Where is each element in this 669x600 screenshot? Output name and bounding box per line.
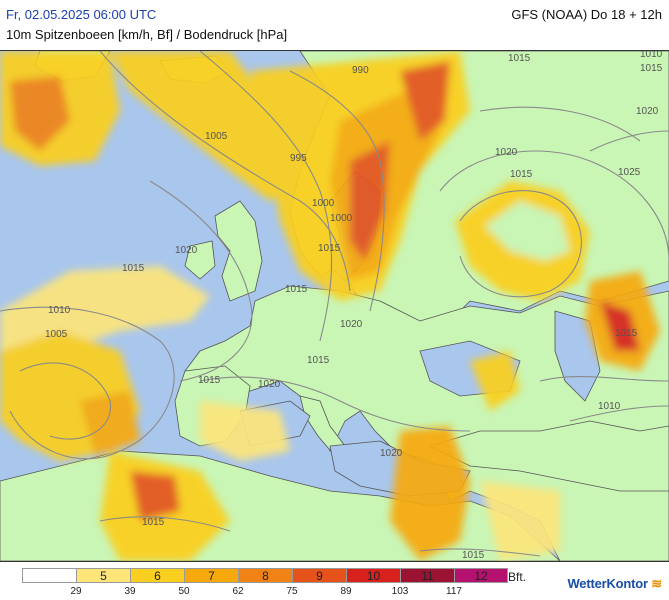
isobar-label: 1015 [462,550,485,561]
isobar-line [149,180,253,382]
isobar-line [199,51,333,342]
isobar-lines [0,51,669,557]
isobar-line [419,548,541,557]
legend-tick: 103 [391,586,409,597]
isobar-label: 1020 [380,448,403,459]
gust-area-libya [480,481,560,561]
gust-core-caucasus [600,301,640,351]
parameter-title: 10m Spitzenboeen [km/h, Bf] / Bodendruck… [6,27,288,42]
legend-class: 12 [454,568,508,583]
isobar-label: 1020 [495,147,518,158]
isobar-label: 1015 [640,63,663,74]
wetterkontor-logo[interactable]: WetterKontor ≋ [567,576,662,592]
forecast-valid-time: Fr, 02.05.2025 06:00 UTC [6,7,157,22]
isobar-label: 1010 [598,401,621,412]
isobar-label: 1000 [330,213,353,224]
isobar-line [289,70,385,312]
legend-tick: 39 [124,586,136,597]
legend-unit: Bft. [508,570,527,584]
isobar-line [0,306,175,460]
isobar-line [19,362,111,440]
map-svg: 990 1015 1005 995 1000 1000 1015 1020 10… [0,51,669,561]
isobar-line [99,51,351,292]
isobar-line [539,376,669,382]
isobar-label: 1005 [45,329,68,340]
legend-tick: 117 [446,586,462,597]
isobar-label: 1015 [198,375,221,386]
isobar-line [199,376,471,432]
isobar-label: 1010 [640,51,663,60]
isobar-line [439,150,669,262]
isobar-line [459,190,582,298]
weather-map: 990 1015 1005 995 1000 1000 1015 1020 10… [0,50,669,562]
turkey-landmass [428,420,669,492]
isobar-label: 1015 [285,284,308,295]
gust-core-greenland [10,76,70,151]
isobar-line [479,106,641,142]
brand-mark-icon: ≋ [647,576,662,591]
isobar-label: 1015 [307,355,330,366]
isobar-label: 1015 [510,169,533,180]
legend-tick: 62 [232,586,244,597]
isobar-label: 1020 [175,245,198,256]
isobar-label: 1015 [122,263,145,274]
gust-core-morocco [130,471,180,521]
legend-class: 9 [292,568,346,583]
calm-eye-russia [485,201,570,261]
gust-core-north [400,61,450,141]
isobar-label: 1020 [340,319,363,330]
gust-area-west-med [200,401,290,461]
isobar-label: 1010 [48,305,71,316]
legend-class: 7 [184,568,238,583]
gust-shading [0,51,660,561]
gust-area-aegean [390,426,470,561]
legend-tick: 50 [178,586,190,597]
legend-class: 11 [400,568,454,583]
legend-tick: 75 [286,586,298,597]
legend-class: 5 [76,568,130,583]
isobar-line [99,516,231,532]
gust-area-iceland [110,51,300,201]
gust-area-black-sea [470,351,520,411]
gust-core-scandinavia [350,141,390,261]
gust-legend: 5 6 7 8 9 10 11 12 [22,568,508,584]
legend-class [22,568,76,583]
legend-class: 10 [346,568,400,583]
isobar-line [569,405,669,422]
model-run-label: GFS (NOAA) Do 18 + 12h [511,7,662,22]
legend-tick: 29 [70,586,82,597]
isobar-label: 1025 [618,167,641,178]
ireland-landmass [184,240,216,280]
isobar-label: 1015 [318,243,341,254]
legend-tick: 89 [340,586,352,597]
isobar-label: 1015 [615,328,638,339]
isobar-label: 995 [290,153,307,164]
isobar-label: 1000 [312,198,335,209]
isobar-label: 990 [352,65,369,76]
isobar-label: 1015 [508,53,531,64]
gust-band-biscay [80,391,140,456]
isobar-line [589,130,669,152]
isobar-label: 1005 [205,131,228,142]
isobar-label: 1015 [142,517,165,528]
brand-name: WetterKontor [567,576,648,591]
legend-class: 8 [238,568,292,583]
legend-class: 6 [130,568,184,583]
isobar-labels: 990 1015 1005 995 1000 1000 1015 1020 10… [45,51,663,561]
isobar-label: 1020 [258,379,281,390]
isobar-label: 1020 [636,106,659,117]
